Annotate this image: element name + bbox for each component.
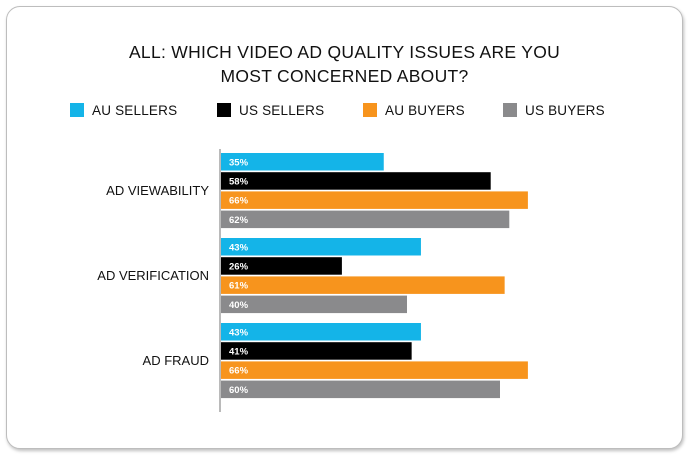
chart-title-line-1: ALL: WHICH VIDEO AD QUALITY ISSUES ARE Y… bbox=[128, 42, 561, 62]
legend-item-au-sellers: AU SELLERS bbox=[70, 102, 177, 118]
data-label-us-sellers-ad-fraud: 41% bbox=[229, 346, 249, 357]
data-label-us-buyers-ad-viewability: 62% bbox=[229, 215, 249, 226]
bar-us-sellers-ad-fraud bbox=[221, 342, 412, 360]
legend-swatch-au-sellers bbox=[70, 103, 84, 117]
data-label-au-sellers-ad-fraud: 43% bbox=[229, 327, 249, 338]
data-label-au-buyers-ad-fraud: 66% bbox=[229, 366, 249, 377]
bar-au-sellers-ad-verification bbox=[221, 238, 421, 256]
bar-plot: AD VIEWABILITY 35% 58% 66% 62% AD VERIFICATIO… bbox=[97, 149, 528, 412]
chart-title-line-2: MOST CONCERNED ABOUT? bbox=[220, 66, 469, 86]
legend-label-us-buyers: US BUYERS bbox=[525, 102, 605, 118]
bar-us-buyers-ad-viewability bbox=[221, 210, 510, 229]
category-label-ad-verification: AD VERIFICATION bbox=[97, 268, 209, 283]
data-label-us-sellers-ad-viewability: 58% bbox=[229, 176, 249, 187]
bar-au-sellers-ad-viewability bbox=[221, 153, 384, 171]
bar-us-buyers-ad-verification bbox=[221, 295, 407, 314]
legend-label-au-sellers: AU SELLERS bbox=[92, 102, 178, 118]
category-label-ad-fraud: AD FRAUD bbox=[143, 353, 209, 368]
legend-swatch-au-buyers bbox=[363, 103, 377, 117]
legend-swatch-us-buyers bbox=[503, 103, 517, 117]
legend-label-au-buyers: AU BUYERS bbox=[385, 102, 465, 118]
bar-au-sellers-ad-fraud bbox=[221, 323, 421, 341]
bar-us-sellers-ad-verification bbox=[221, 257, 342, 275]
bar-au-buyers-ad-viewability bbox=[221, 191, 528, 209]
legend-item-us-sellers: US SELLERS bbox=[217, 102, 324, 118]
data-label-us-buyers-ad-fraud: 60% bbox=[229, 385, 249, 396]
bar-au-buyers-ad-verification bbox=[221, 276, 505, 294]
bar-au-buyers-ad-fraud bbox=[221, 361, 528, 379]
category-label-ad-viewability: AD VIEWABILITY bbox=[106, 183, 209, 198]
bar-us-buyers-ad-fraud bbox=[221, 380, 500, 399]
legend-label-us-sellers: US SELLERS bbox=[239, 102, 325, 118]
chart-frame: ALL: WHICH VIDEO AD QUALITY ISSUES ARE Y… bbox=[6, 6, 683, 449]
legend-item-au-buyers: AU BUYERS bbox=[363, 102, 465, 118]
data-label-au-buyers-ad-viewability: 66% bbox=[229, 196, 249, 207]
data-label-us-buyers-ad-verification: 40% bbox=[229, 300, 249, 311]
legend-item-us-buyers: US BUYERS bbox=[503, 102, 605, 118]
legend-swatch-us-sellers bbox=[217, 103, 231, 117]
bar-us-sellers-ad-viewability bbox=[221, 172, 491, 190]
data-label-au-sellers-ad-viewability: 35% bbox=[229, 157, 249, 168]
data-label-au-sellers-ad-verification: 43% bbox=[229, 242, 249, 253]
data-label-au-buyers-ad-verification: 61% bbox=[229, 281, 249, 292]
data-label-us-sellers-ad-verification: 26% bbox=[229, 261, 249, 272]
